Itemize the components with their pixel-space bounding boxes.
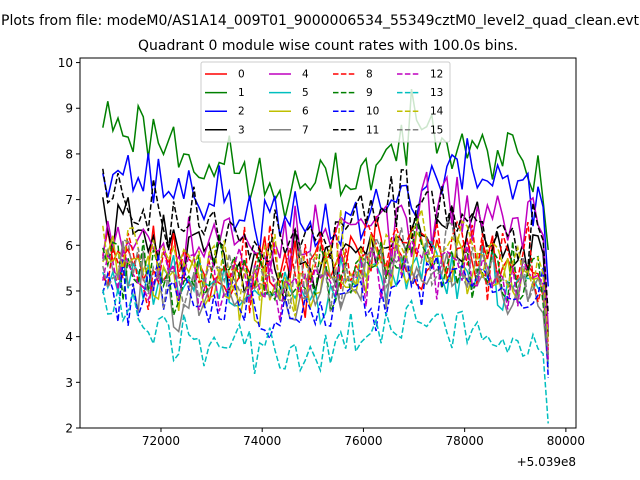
legend-label-9: 9 [366, 87, 373, 99]
x-tick-label: 78000 [446, 434, 484, 448]
series-line-15 [102, 219, 549, 355]
series-line-11 [102, 168, 549, 314]
series-line-10 [102, 253, 549, 378]
legend-label-12: 12 [430, 69, 443, 81]
legend-box [200, 61, 451, 143]
series-line-14 [102, 209, 549, 342]
legend-label-8: 8 [366, 69, 373, 81]
legend-label-1: 1 [238, 87, 245, 99]
legend-label-15: 15 [430, 124, 443, 136]
y-tick-label: 2 [65, 422, 73, 436]
series-line-6 [102, 230, 549, 360]
x-tick-label: 80000 [547, 434, 585, 448]
x-offset-label: +5.039e8 [517, 455, 576, 469]
legend-label-2: 2 [238, 106, 245, 118]
chart-suptitle: Plots from file: modeM0/AS1A14_009T01_90… [1, 13, 639, 29]
legend-label-11: 11 [366, 124, 379, 136]
series-layer [102, 88, 549, 424]
series-line-2 [102, 138, 549, 287]
y-tick-label: 5 [65, 284, 73, 298]
x-tick-label: 76000 [344, 434, 382, 448]
x-tick-label: 74000 [243, 434, 281, 448]
legend-label-5: 5 [302, 87, 309, 99]
legend-label-6: 6 [302, 106, 309, 118]
x-tick-label: 72000 [142, 434, 180, 448]
y-tick-label: 10 [58, 56, 73, 70]
legend-label-14: 14 [430, 106, 444, 118]
series-line-13 [102, 288, 549, 424]
y-tick-label: 3 [65, 376, 73, 390]
y-tick-label: 8 [65, 147, 73, 161]
legend-label-0: 0 [238, 69, 245, 81]
legend-label-10: 10 [366, 106, 379, 118]
y-axis: 2 3 4 5 6 7 8 9 10 [58, 56, 80, 436]
legend-label-7: 7 [302, 124, 309, 136]
series-line-1 [102, 88, 549, 250]
series-line-3 [102, 197, 549, 337]
legend-label-3: 3 [238, 124, 245, 136]
plot-frame [79, 57, 577, 429]
y-tick-label: 4 [65, 330, 73, 344]
y-tick-label: 9 [65, 102, 73, 116]
y-tick-label: 7 [65, 193, 73, 207]
x-axis: 72000 74000 76000 78000 80000 [142, 428, 585, 448]
y-tick-label: 6 [65, 239, 73, 253]
legend-label-13: 13 [430, 87, 443, 99]
legend-label-4: 4 [302, 69, 309, 81]
chart-title: Quadrant 0 module wise count rates with … [138, 38, 518, 54]
